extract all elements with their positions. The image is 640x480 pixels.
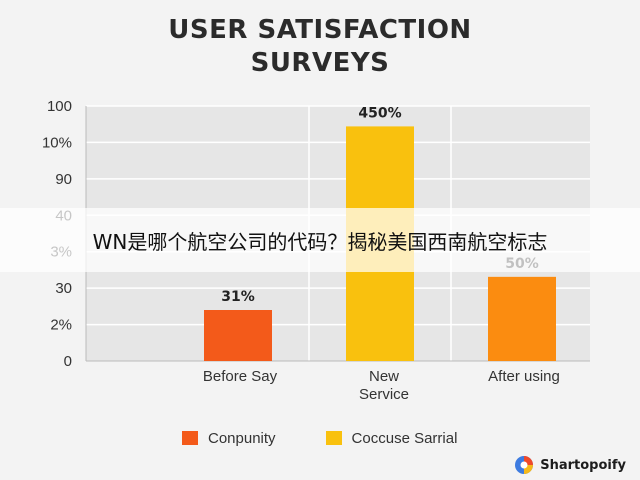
y-tick-label: 10% [42,134,72,151]
legend-item-series-0: Conpunity [182,430,276,447]
x-tick-label: Service [359,386,409,403]
data-label: 31% [221,289,255,305]
chart-title-line-1: USER SATISFACTION [168,15,472,45]
legend-swatch-series-1 [325,431,342,445]
chart-title-line-2: SURVEYS [250,48,390,78]
x-tick-label: New [369,368,399,385]
brand-name: Shartopoify [540,457,626,473]
legend: Conpunity Coccuse Sarrial [182,428,507,448]
x-tick-label: After using [488,368,560,385]
bar [204,310,272,361]
bar [488,276,556,361]
legend-swatch-series-0 [182,431,198,445]
logo-icon [515,456,534,474]
y-tick-label: 30 [55,280,72,297]
overlay-banner-text: WN是哪个航空公司的代码？揭秘美国西南航空标志 [92,230,548,254]
y-tick-label: 2% [50,317,72,334]
legend-label-series-0: Conpunity [208,429,276,447]
brand-watermark: Shartopoify [514,455,626,475]
legend-item-series-1: Coccuse Sarrial [325,429,458,447]
overlay-banner [0,208,640,272]
legend-label-series-1: Coccuse Sarrial [351,429,458,447]
y-tick-label: 90 [55,171,72,188]
chart-title: USER SATISFACTION SURVEYS [0,14,640,80]
y-tick-label: 0 [64,353,72,370]
x-tick-label: Before Say [203,368,278,385]
data-label: 450% [358,105,401,121]
y-tick-label: 100 [47,98,72,115]
